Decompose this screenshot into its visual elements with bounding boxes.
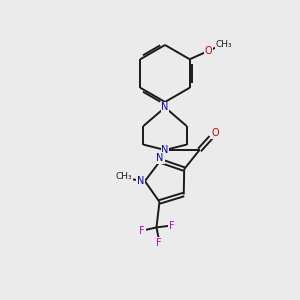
Text: O: O — [212, 128, 219, 138]
Text: CH₃: CH₃ — [216, 40, 232, 49]
Text: F: F — [156, 238, 162, 248]
Text: N: N — [161, 145, 169, 155]
Text: CH₃: CH₃ — [116, 172, 132, 181]
Text: F: F — [169, 221, 175, 231]
Text: N: N — [157, 153, 164, 163]
Text: O: O — [205, 46, 212, 56]
Text: N: N — [161, 102, 169, 112]
Text: F: F — [139, 226, 145, 236]
Text: N: N — [137, 176, 144, 186]
